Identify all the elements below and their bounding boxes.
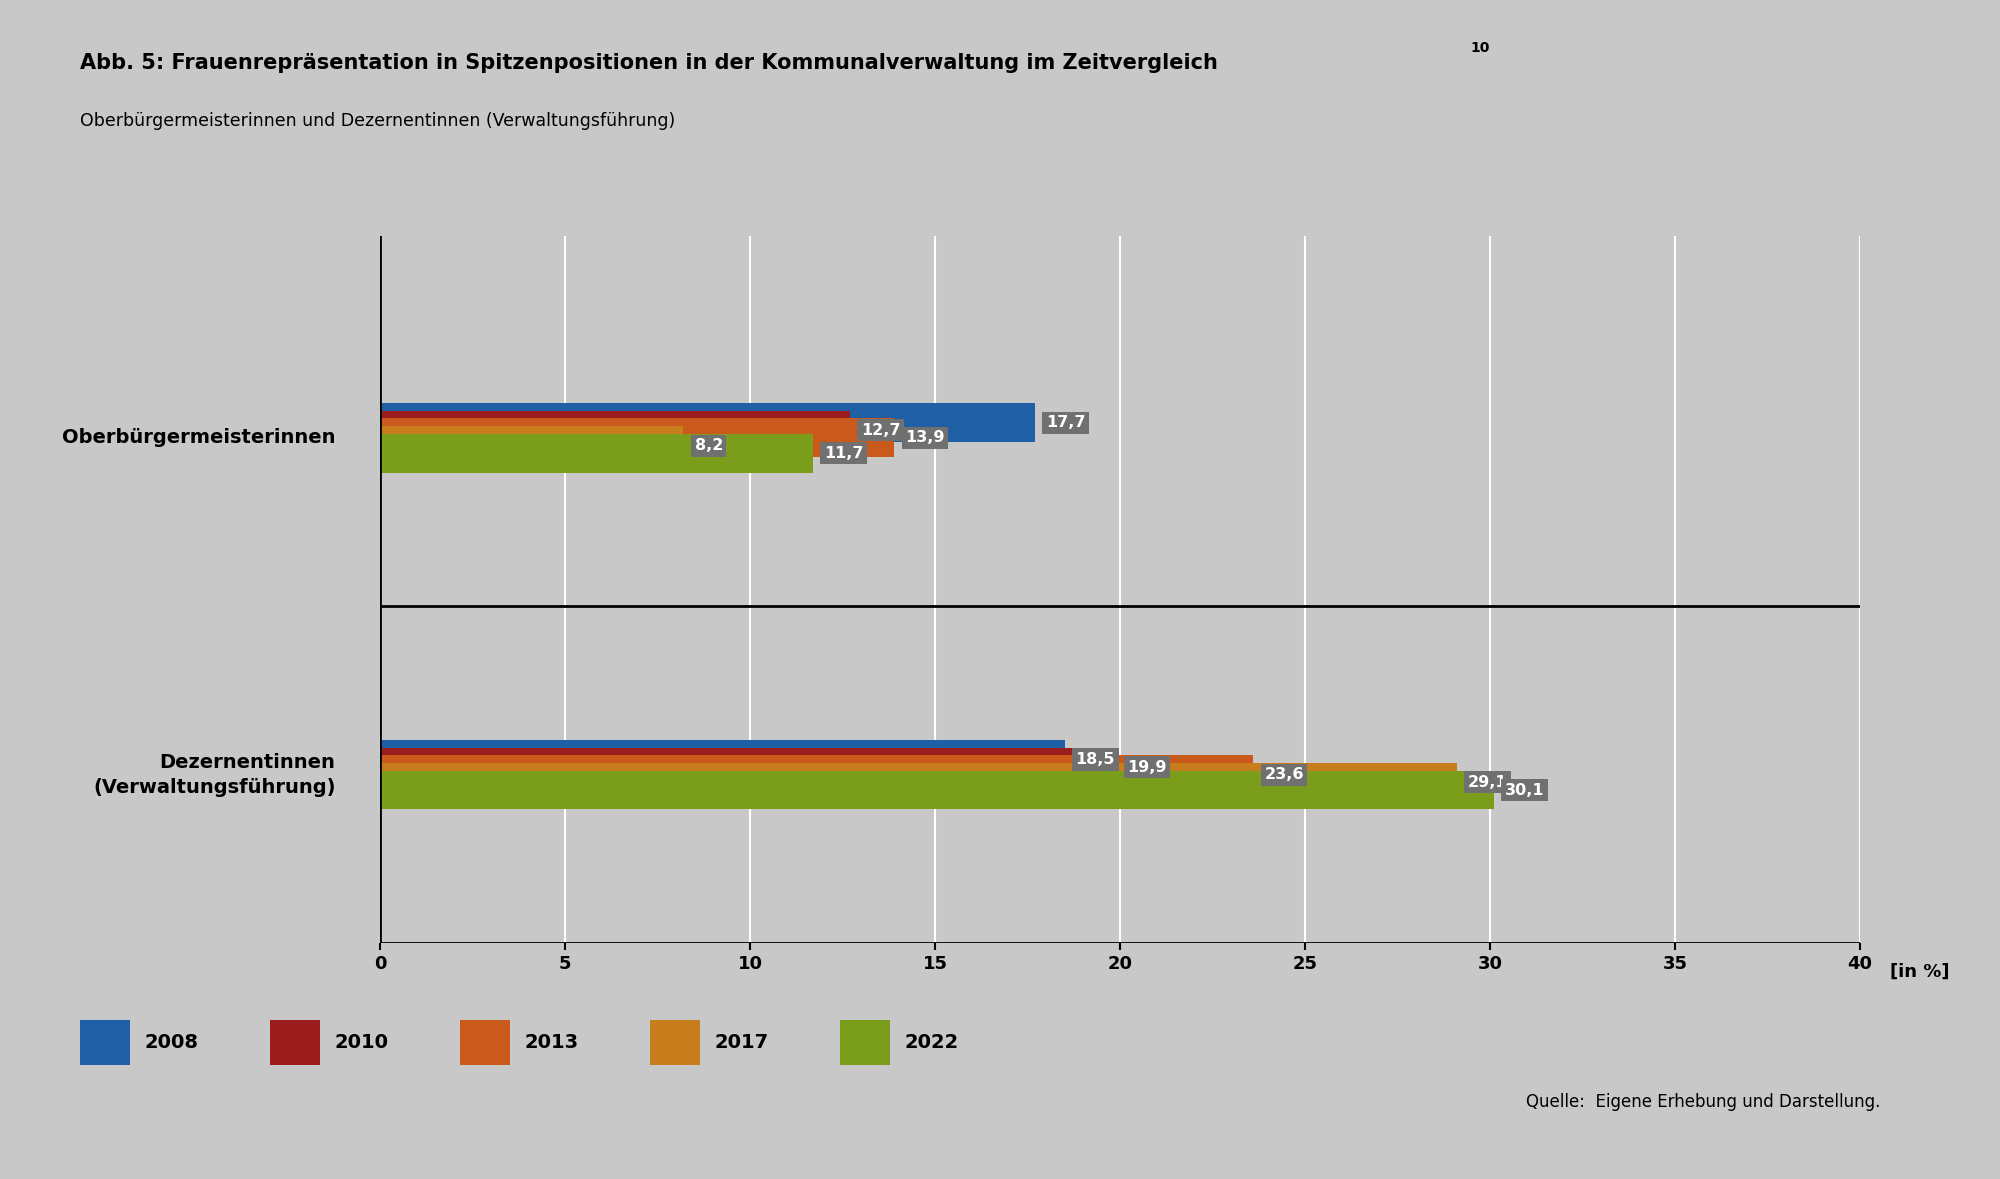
Bar [380, 419, 894, 457]
Text: Quelle:  Eigene Erhebung und Darstellung.: Quelle: Eigene Erhebung und Darstellung. [1526, 1093, 1880, 1112]
Bar [380, 747, 1116, 786]
Text: 10: 10 [1470, 41, 1490, 55]
Text: Oberbürgermeisterinnen: Oberbürgermeisterinnen [62, 428, 336, 447]
Text: [in %]: [in %] [1890, 962, 1950, 980]
Text: 19,9: 19,9 [1128, 759, 1166, 775]
Text: 2017: 2017 [714, 1033, 768, 1052]
Text: 30,1: 30,1 [1504, 783, 1544, 797]
Text: 8,2: 8,2 [694, 439, 722, 453]
Text: 2008: 2008 [144, 1033, 198, 1052]
Text: Abb. 5: Frauenrepräsentation in Spitzenpositionen in der Kommunalverwaltung im Z: Abb. 5: Frauenrepräsentation in Spitzenp… [80, 53, 1218, 73]
Text: 29,1: 29,1 [1468, 775, 1508, 790]
Bar [380, 410, 850, 449]
Text: 2022: 2022 [904, 1033, 958, 1052]
Bar [380, 434, 812, 473]
Bar [380, 426, 684, 465]
Text: Oberbürgermeisterinnen und Dezernentinnen (Verwaltungsführung): Oberbürgermeisterinnen und Dezernentinne… [80, 112, 676, 130]
Text: 23,6: 23,6 [1264, 768, 1304, 783]
Text: 11,7: 11,7 [824, 446, 864, 461]
Bar [380, 403, 1034, 442]
Text: 2013: 2013 [524, 1033, 578, 1052]
Text: 13,9: 13,9 [906, 430, 944, 446]
Text: Dezernentinnen
(Verwaltungsführung): Dezernentinnen (Verwaltungsführung) [94, 752, 336, 797]
Bar [380, 771, 1494, 810]
Text: 17,7: 17,7 [1046, 415, 1086, 430]
Text: 2010: 2010 [334, 1033, 388, 1052]
Bar [380, 740, 1064, 779]
Text: 12,7: 12,7 [860, 423, 900, 437]
Bar [380, 763, 1456, 802]
Bar [380, 756, 1254, 795]
Text: 18,5: 18,5 [1076, 752, 1116, 768]
